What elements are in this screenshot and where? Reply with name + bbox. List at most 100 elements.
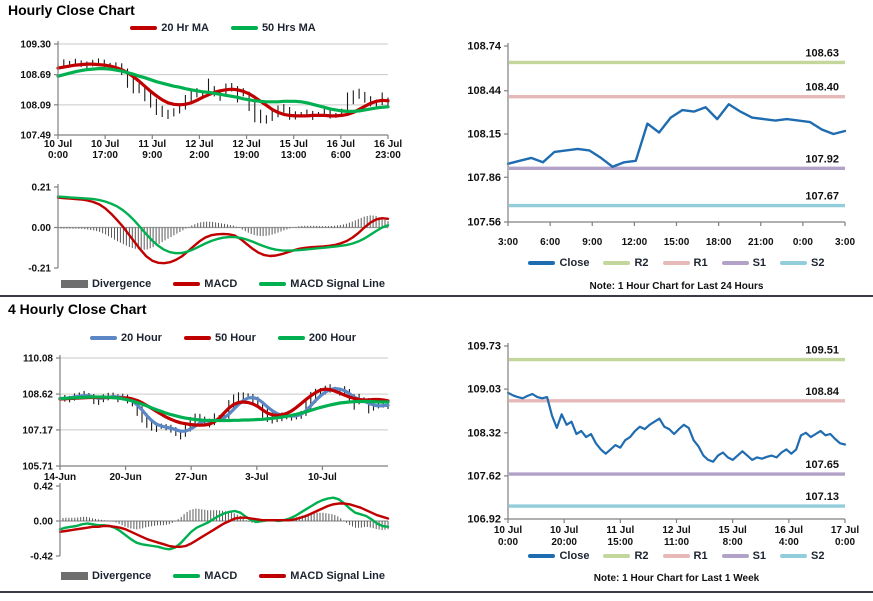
legend-swatch [662, 554, 690, 558]
legend-label: R2 [634, 550, 649, 562]
legend-swatch [173, 574, 201, 578]
series-macd [56, 196, 390, 265]
y-tick-label: 0.21 [32, 183, 52, 194]
legend-item: 20 Hour [89, 332, 162, 344]
hourly-pivot-note: Note: 1 Hour Chart for Last 24 Hours [589, 281, 764, 292]
bottom-divider [0, 591, 873, 593]
x-tick-label: 10 Jul [44, 139, 73, 150]
x-tick-label: 20:00 [551, 537, 577, 548]
legend-item: 200 Hour [277, 332, 356, 344]
series-close [506, 102, 847, 169]
x-tick-label: 14-Jun [44, 472, 76, 483]
x-tick-label: 21:00 [748, 237, 774, 248]
series-close [506, 391, 847, 463]
legend-item: MACD [173, 278, 237, 290]
x-tick-label: 16 Jul [775, 525, 804, 536]
four-hourly-ma-legend: 20 Hour 50 Hour 200 Hour [58, 331, 388, 345]
legend-swatch [603, 261, 631, 265]
pivot-level-value: 107.65 [805, 459, 839, 471]
x-tick-label: 3:00 [835, 237, 855, 248]
legend-swatch [780, 554, 808, 558]
legend-label: R2 [634, 257, 649, 269]
x-tick-label: 15:00 [664, 237, 690, 248]
hourly-pivot-chart: 108.63 108.40 107.92 107.67 108.74 108.44 108.… [467, 41, 855, 249]
y-tick-label: 107.49 [20, 131, 51, 142]
pivot-level-value: 107.13 [805, 491, 839, 503]
legend-label: MACD [204, 570, 238, 582]
x-tick-label: 0:00 [48, 150, 68, 161]
x-tick-label: 2:00 [189, 150, 209, 161]
hourly-macd-legend: Divergence MACD MACD Signal Line [58, 277, 388, 291]
hourly-ma-legend: 20 Hr MA 50 Hrs MA [58, 21, 388, 35]
legend-item: S2 [780, 550, 825, 562]
legend-item: R2 [603, 550, 649, 562]
x-tick-label: 15:00 [608, 537, 634, 548]
y-tick-label: 0.00 [32, 223, 52, 234]
legend-label: S1 [752, 550, 767, 562]
four-hourly-macd-legend: Divergence MACD MACD Signal Line [58, 569, 388, 583]
legend-item: MACD [173, 570, 237, 582]
x-tick-label: 15 Jul [280, 139, 309, 150]
hourly-section-title: Hourly Close Chart [8, 2, 135, 18]
y-tick-label: 0.42 [34, 482, 54, 493]
hourly-pivot-legend: Close R2 R1 S1 S2 [508, 256, 845, 270]
legend-label: MACD Signal Line [290, 570, 386, 582]
x-tick-label: 27-Jun [175, 472, 207, 483]
x-tick-label: 8:00 [723, 537, 743, 548]
legend-item: 50 Hour [183, 332, 256, 344]
y-tick-label: 109.30 [20, 40, 51, 51]
series-macd-signal-line [58, 502, 390, 549]
hourly-macd-chart: 0.21 0.00 -0.21 [28, 183, 390, 275]
x-tick-label: 11 Jul [138, 139, 166, 150]
x-tick-label: 19:00 [234, 150, 260, 161]
legend-item: S1 [721, 550, 767, 562]
x-tick-label: 12 Jul [185, 139, 214, 150]
legend-swatch [662, 261, 690, 265]
series-200-hour [58, 395, 390, 423]
pivot-level-value: 108.63 [805, 47, 839, 59]
legend-item: R1 [662, 257, 708, 269]
legend-label: 200 Hour [308, 332, 356, 344]
legend-label: 20 Hour [120, 332, 162, 344]
series-macd-signal-line [56, 195, 390, 255]
x-tick-label: 0:00 [793, 237, 813, 248]
legend-label: Close [559, 550, 590, 562]
y-tick-label: 108.15 [467, 129, 501, 141]
y-tick-label: 106.92 [467, 514, 501, 526]
legend-label: 50 Hour [214, 332, 256, 344]
legend-swatch [60, 572, 88, 580]
y-tick-label: 108.32 [467, 427, 501, 439]
legend-swatch [259, 574, 287, 578]
legend-swatch [721, 554, 749, 558]
x-tick-label: 12:00 [622, 237, 648, 248]
y-tick-label: 108.09 [20, 100, 51, 111]
y-tick-label: 107.86 [467, 172, 501, 184]
legend-label: MACD Signal Line [290, 278, 386, 290]
legend-item: MACD Signal Line [259, 278, 385, 290]
x-tick-label: 20-Jun [109, 472, 141, 483]
y-tick-label: 107.17 [22, 425, 53, 436]
x-tick-label: 0:00 [498, 537, 518, 548]
legend-label: Divergence [91, 278, 152, 290]
legend-label: Close [559, 257, 590, 269]
four-hourly-macd-chart: 0.42 0.00 -0.42 [30, 482, 390, 563]
x-tick-label: 10-Jul [308, 472, 337, 483]
legend-swatch [721, 261, 749, 265]
legend-swatch [173, 282, 201, 286]
legend-item: Divergence [60, 278, 152, 290]
series-20-hr-ma [56, 62, 390, 118]
x-tick-label: 18:00 [706, 237, 732, 248]
y-tick-label: 107.56 [467, 217, 501, 229]
y-tick-label: 0.00 [34, 517, 54, 528]
legend-swatch [603, 554, 631, 558]
x-tick-label: 4:00 [779, 537, 799, 548]
legend-label: R1 [693, 550, 708, 562]
pivot-level-value: 107.92 [805, 153, 839, 165]
x-tick-label: 3-Jul [245, 472, 269, 483]
legend-swatch [259, 282, 287, 286]
x-tick-label: 15 Jul [718, 525, 747, 536]
y-tick-label: 108.62 [22, 390, 53, 401]
legend-item: MACD Signal Line [259, 570, 385, 582]
